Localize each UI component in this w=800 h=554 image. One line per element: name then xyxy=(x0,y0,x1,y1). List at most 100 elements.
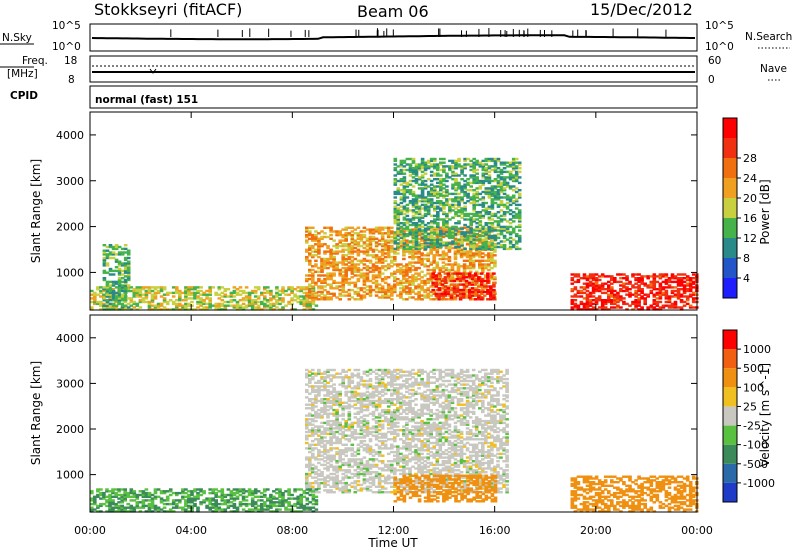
power-cell xyxy=(631,308,635,311)
power-cell xyxy=(591,277,596,280)
power-cell xyxy=(399,212,404,216)
power-cell xyxy=(114,244,119,247)
power-cell xyxy=(445,231,449,234)
velocity-cell xyxy=(305,474,309,477)
power-cell xyxy=(290,302,294,306)
velocity-cell xyxy=(353,430,358,434)
power-cell xyxy=(474,243,479,246)
power-cell xyxy=(490,205,495,208)
velocity-cell xyxy=(344,370,348,373)
power-cell xyxy=(478,223,483,227)
velocity-cell xyxy=(359,441,364,445)
power-cell xyxy=(396,268,400,272)
power-cell xyxy=(199,300,203,304)
velocity-cell xyxy=(359,461,364,465)
power-cell xyxy=(386,246,391,250)
power-cell xyxy=(477,277,481,281)
power-cell xyxy=(105,300,110,304)
power-cell xyxy=(414,250,418,253)
power-cell xyxy=(235,302,240,306)
power-cell xyxy=(496,225,501,229)
velocity-cell xyxy=(335,372,339,375)
power-cell xyxy=(365,274,370,277)
power-cell xyxy=(323,266,327,270)
power-cell xyxy=(93,299,97,302)
power-cell xyxy=(607,308,611,311)
power-cell xyxy=(341,243,345,246)
power-cell xyxy=(465,255,470,259)
power-cell xyxy=(126,266,131,269)
velocity-cell xyxy=(344,487,348,490)
power-cell xyxy=(484,283,488,286)
power-cell xyxy=(484,192,489,196)
power-cell xyxy=(461,294,466,297)
power-cell xyxy=(411,200,416,203)
power-cell xyxy=(423,187,428,190)
power-cell xyxy=(664,278,669,282)
power-cell xyxy=(117,278,122,282)
power-cell xyxy=(455,277,460,281)
power-cell xyxy=(374,244,379,248)
power-cell xyxy=(446,287,451,290)
power-cell xyxy=(108,302,113,306)
power-cell xyxy=(508,174,513,177)
power-cell xyxy=(329,261,333,264)
power-cell xyxy=(266,300,270,304)
power-cell xyxy=(441,230,446,233)
velocity-cell xyxy=(368,463,373,467)
power-cell xyxy=(478,161,483,164)
power-cell xyxy=(350,246,355,250)
power-cell xyxy=(323,294,327,297)
power-cell xyxy=(628,295,632,298)
power-cell xyxy=(490,159,495,163)
power-cell xyxy=(208,289,212,293)
power-cell xyxy=(576,289,581,293)
power-cell xyxy=(454,183,458,186)
power-cell xyxy=(588,291,593,295)
power-cell xyxy=(362,287,367,290)
velocity-cell xyxy=(374,443,379,446)
power-cell xyxy=(405,209,410,212)
velocity-cell xyxy=(350,396,355,399)
velocity-cell xyxy=(371,394,376,397)
power-cell xyxy=(308,246,312,250)
power-cell xyxy=(296,300,300,304)
power-cell xyxy=(417,207,422,210)
velocity-cell xyxy=(377,454,382,457)
power-cell xyxy=(377,239,382,242)
power-cell xyxy=(625,308,629,311)
velocity-cell xyxy=(362,392,367,395)
power-cell xyxy=(317,279,321,283)
velocity-cell xyxy=(350,390,355,394)
power-cell xyxy=(96,293,100,296)
power-cell xyxy=(484,287,488,290)
power-cell xyxy=(217,308,222,311)
power-cell xyxy=(175,288,179,291)
power-cell xyxy=(438,257,443,261)
power-cell xyxy=(597,286,602,289)
power-cell xyxy=(469,189,473,192)
power-cell xyxy=(420,216,425,219)
power-cell xyxy=(260,308,264,311)
power-cell xyxy=(393,285,397,288)
power-cell xyxy=(426,190,431,194)
power-cell xyxy=(275,288,279,291)
velocity-cell xyxy=(344,438,348,441)
power-cell xyxy=(138,291,143,295)
velocity-cell xyxy=(371,385,376,388)
power-cell xyxy=(622,282,626,285)
power-cell xyxy=(405,245,410,249)
power-cell xyxy=(475,172,479,175)
power-cell xyxy=(429,198,434,201)
power-cell xyxy=(311,294,315,297)
power-cell xyxy=(341,277,345,281)
power-cell xyxy=(502,183,507,186)
power-cell xyxy=(471,265,476,268)
power-cell xyxy=(311,300,316,304)
velocity-cell xyxy=(347,410,352,414)
velocity-cell xyxy=(359,407,364,410)
power-cell xyxy=(588,304,593,307)
power-cell xyxy=(436,240,440,243)
velocity-cell xyxy=(371,427,376,430)
power-cell xyxy=(597,297,602,300)
